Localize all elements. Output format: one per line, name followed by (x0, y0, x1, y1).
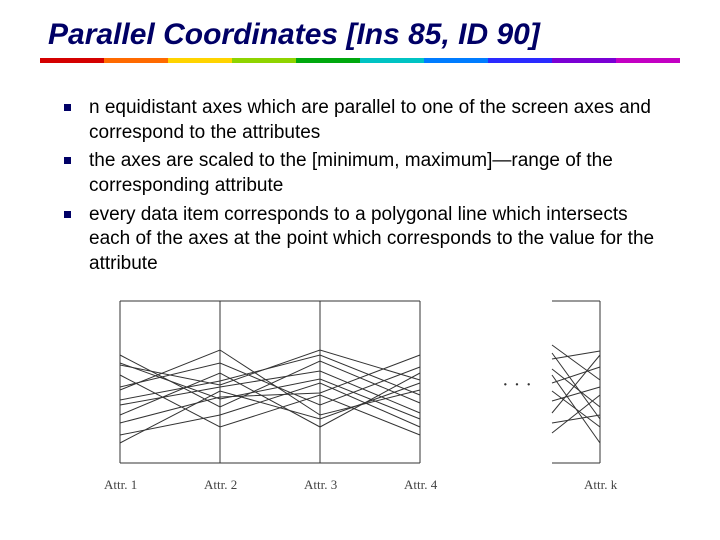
figure-parallel-coords: · · · Attr. 1Attr. 2Attr. 3Attr. 4Attr. … (90, 295, 630, 495)
bullet-marker (64, 157, 71, 164)
bullet-item: every data item corresponds to a polygon… (64, 203, 674, 277)
parallel-coords-svg: · · · (90, 295, 630, 475)
axis-label: Attr. 3 (304, 477, 337, 493)
rainbow-divider (40, 58, 680, 63)
page-title: Parallel Coordinates [Ins 85, ID 90] (48, 18, 692, 52)
axis-label: Attr. 2 (204, 477, 237, 493)
bullet-item: n equidistant axes which are parallel to… (64, 96, 674, 145)
bullet-marker (64, 211, 71, 218)
bullet-text: every data item corresponds to a polygon… (89, 203, 674, 277)
bullet-text: n equidistant axes which are parallel to… (89, 96, 674, 145)
bullet-list: n equidistant axes which are parallel to… (64, 96, 674, 277)
bullet-text: the axes are scaled to the [minimum, max… (89, 149, 674, 198)
bullet-marker (64, 104, 71, 111)
bullet-item: the axes are scaled to the [minimum, max… (64, 149, 674, 198)
axis-labels-row: Attr. 1 Attr. 2 Attr. 3 Attr. 4 Attr. k (90, 477, 630, 495)
svg-text:· · ·: · · · (502, 374, 532, 396)
axis-label: Attr. 4 (404, 477, 437, 493)
slide: Parallel Coordinates [Ins 85, ID 90] n e… (0, 0, 720, 540)
axis-label: Attr. k (584, 477, 617, 493)
axis-label: Attr. 1 (104, 477, 137, 493)
